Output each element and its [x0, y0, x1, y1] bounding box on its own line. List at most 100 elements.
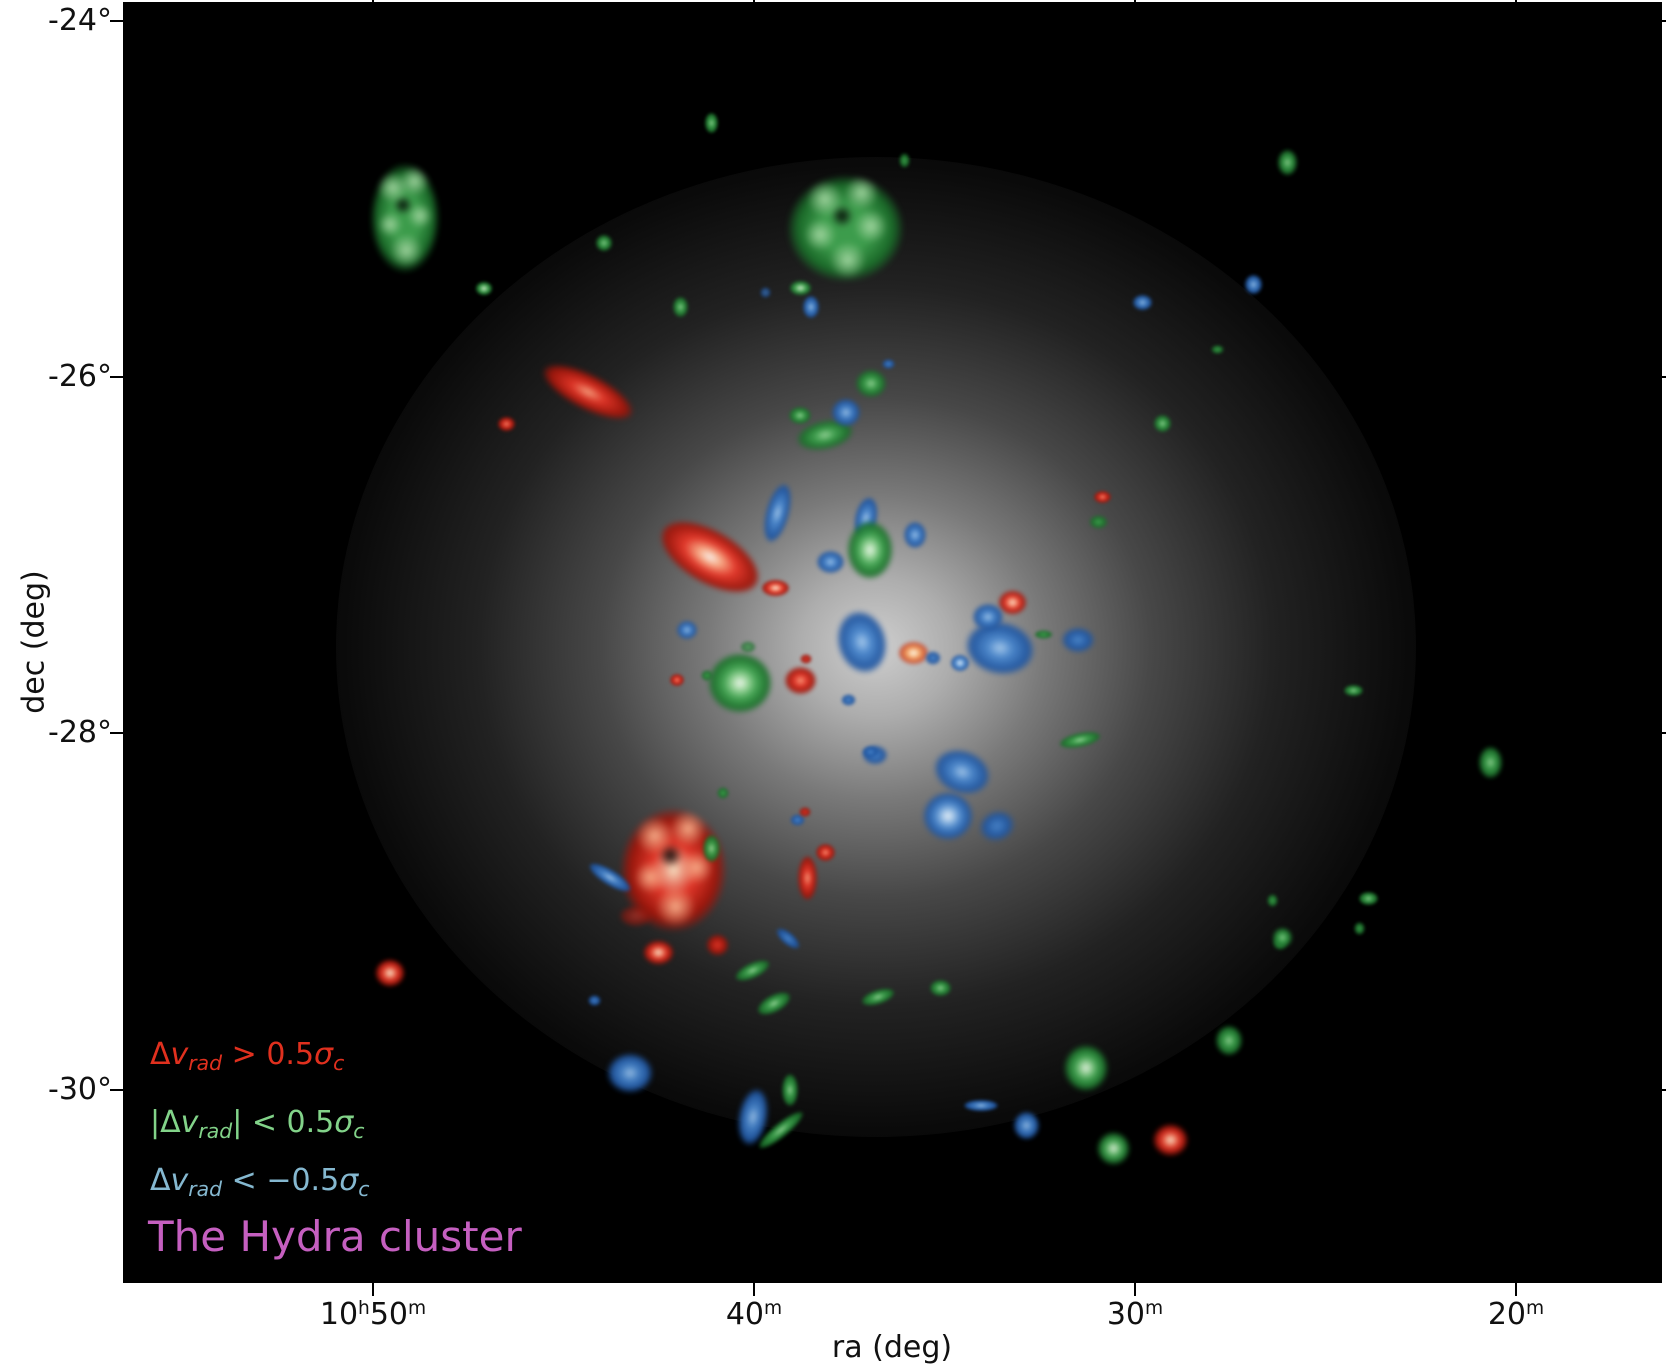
- galaxy-g: [704, 113, 718, 133]
- galaxy-b: [973, 604, 1003, 630]
- galaxy-r: [784, 666, 816, 694]
- x-tick-mark-bottom: [372, 1283, 374, 1296]
- y-tick-mark-right: [1662, 20, 1666, 22]
- galaxy-g: [476, 281, 492, 295]
- galaxy-b: [924, 793, 972, 839]
- x-axis-label: ra (deg): [831, 1330, 953, 1365]
- galaxy-r: [800, 654, 812, 664]
- galaxy-b: [1132, 294, 1152, 310]
- galaxy-g: [1358, 891, 1378, 905]
- galaxy-g: [848, 522, 892, 578]
- y-tick-label: -26°: [48, 359, 112, 394]
- galaxy-b: [1013, 1111, 1039, 1139]
- y-tick-label: -30°: [48, 1072, 112, 1107]
- y-tick-mark-right: [1662, 1089, 1666, 1091]
- x-tick-mark-bottom: [1515, 1283, 1517, 1296]
- galaxy-g: [1277, 149, 1297, 175]
- x-tick-mark-bottom: [753, 1283, 755, 1296]
- galaxy-g: [701, 669, 713, 681]
- galaxy-g: [787, 175, 903, 281]
- y-tick-mark-left: [110, 20, 123, 22]
- galaxy-g: [789, 281, 811, 295]
- galaxy-r: [761, 580, 789, 596]
- galaxy-g: [1065, 1046, 1107, 1090]
- legend-item: Δvrad > 0.5σc: [150, 1037, 345, 1075]
- galaxy-b: [861, 746, 879, 758]
- galaxy-g: [1266, 893, 1278, 907]
- galaxy-b: [803, 296, 819, 318]
- galaxy-r: [670, 674, 684, 686]
- galaxy-g: [1097, 1132, 1129, 1164]
- galaxy-g: [782, 1074, 798, 1106]
- galaxy-b: [816, 551, 844, 573]
- galaxy-b: [951, 655, 969, 671]
- galaxy-b: [904, 522, 926, 548]
- galaxy-g: [1088, 515, 1108, 529]
- galaxy-b: [1244, 274, 1262, 294]
- galaxy-r: [705, 934, 729, 956]
- galaxy-b: [789, 814, 805, 826]
- galaxy-b: [840, 694, 856, 706]
- galaxy-g: [929, 980, 951, 996]
- y-tick-mark-left: [110, 376, 123, 378]
- legend-item: |Δvrad| < 0.5σc: [150, 1105, 365, 1143]
- galaxy-r: [643, 940, 673, 964]
- galaxy-g: [371, 164, 439, 272]
- galaxy-b: [608, 1054, 652, 1092]
- galaxy-r: [619, 905, 653, 927]
- y-tick-mark-left: [110, 1089, 123, 1091]
- y-axis-label: dec (deg): [16, 570, 52, 714]
- galaxy-g: [672, 297, 688, 317]
- galaxy-b: [759, 286, 771, 298]
- y-tick-label: -24°: [48, 3, 112, 38]
- x-tick-label: 20m: [1487, 1297, 1545, 1332]
- plot-title: The Hydra cluster: [148, 1212, 522, 1261]
- y-tick-mark-right: [1662, 376, 1666, 378]
- galaxy-b: [964, 1099, 998, 1111]
- galaxy-g: [1210, 344, 1224, 354]
- galaxy-g: [1343, 684, 1363, 696]
- galaxy-g: [1353, 921, 1365, 935]
- y-tick-mark-right: [1662, 732, 1666, 734]
- galaxy-g: [1478, 746, 1502, 778]
- galaxy-g: [1216, 1025, 1242, 1055]
- x-tick-mark-top: [753, 0, 755, 2]
- galaxy-r: [376, 960, 404, 986]
- y-tick-mark-left: [110, 732, 123, 734]
- x-tick-mark-top: [1515, 0, 1517, 2]
- galaxy-g: [596, 235, 612, 251]
- legend-item: Δvrad < −0.5σc: [150, 1163, 370, 1201]
- galaxy-g: [709, 654, 771, 712]
- x-tick-label: 40m: [725, 1297, 783, 1332]
- sky-plot-area: [123, 2, 1662, 1283]
- galaxy-g: [702, 834, 720, 862]
- galaxy-g: [1272, 927, 1292, 947]
- galaxy-g: [1033, 629, 1053, 639]
- galaxy-g: [898, 152, 910, 168]
- x-tick-label: 30m: [1106, 1297, 1164, 1332]
- galaxy-b: [925, 651, 941, 665]
- galaxy-r: [797, 856, 817, 900]
- galaxy-g: [740, 641, 756, 653]
- galaxy-r: [815, 843, 835, 861]
- y-tick-label: -28°: [48, 715, 112, 750]
- x-tick-mark-top: [1134, 0, 1136, 2]
- galaxy-r: [497, 417, 515, 431]
- galaxy-r: [799, 807, 811, 817]
- galaxy-b: [1061, 627, 1095, 653]
- x-tick-label: 10h50m: [319, 1297, 427, 1332]
- galaxy-g: [789, 406, 811, 424]
- galaxy-or: [898, 642, 928, 664]
- galaxy-g: [856, 369, 886, 397]
- x-tick-mark-bottom: [1134, 1283, 1136, 1296]
- galaxy-g: [1153, 414, 1171, 432]
- galaxy-b: [677, 621, 697, 639]
- x-tick-mark-top: [372, 0, 374, 2]
- galaxy-b: [881, 359, 895, 369]
- galaxy-r: [1153, 1125, 1187, 1155]
- galaxy-b: [587, 994, 601, 1006]
- galaxy-r: [998, 590, 1026, 614]
- galaxy-r: [1093, 491, 1111, 503]
- galaxy-b: [832, 398, 860, 426]
